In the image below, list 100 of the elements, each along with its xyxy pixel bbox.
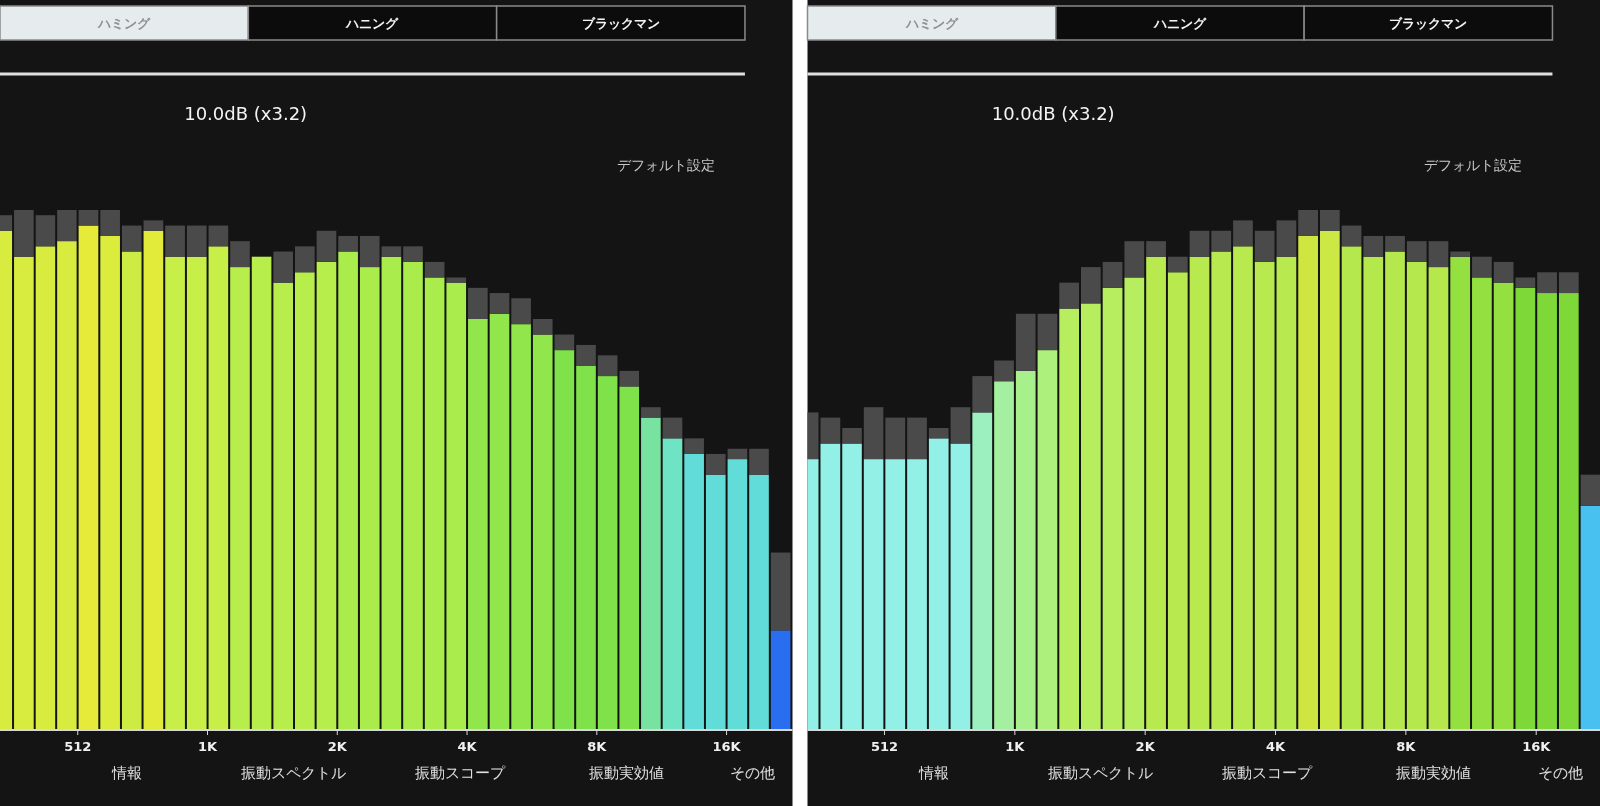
bar [972,376,993,413]
text: 10.0dB (x3.2) [184,103,308,124]
bar [1124,241,1145,278]
bar [1146,241,1166,257]
bar [143,230,164,729]
bar [1167,256,1188,273]
bar [121,251,142,729]
bar [316,230,337,262]
text: その他 [730,764,776,782]
bar [662,417,683,439]
text: ハミング [97,16,152,31]
bar [403,261,423,729]
bar [208,225,229,247]
bar [576,344,596,366]
bar [749,448,769,475]
bar [994,360,1014,382]
bar [186,256,207,729]
text: ハミング [904,16,959,31]
bar [972,412,993,729]
bar [1254,261,1275,729]
bar [100,210,120,236]
bar [597,376,618,729]
x-tick-label: 512 [870,739,899,754]
bar [165,256,185,729]
bar [1319,210,1340,231]
bar [842,427,862,444]
bar [1385,235,1405,252]
bar [950,443,971,729]
bar [727,459,748,729]
bar [381,256,402,729]
bar [165,225,185,257]
bar [994,381,1014,729]
bar [1189,230,1210,257]
bar [863,407,884,460]
bar [1515,277,1536,288]
bar [468,318,488,729]
bar [1276,256,1297,729]
bar [35,246,56,729]
text: 振動スコープ [414,764,506,782]
bar [1493,261,1514,283]
bar [1537,272,1557,294]
text: ブラックマン [1389,16,1468,31]
bar [1428,241,1449,268]
bar [684,453,704,729]
text: 情報 [110,764,142,782]
bar [381,246,402,257]
text: その他 [1537,764,1583,782]
bar [1102,287,1123,729]
bar [446,277,467,283]
bar [14,210,34,257]
text: 情報 [918,764,950,782]
bar [1450,251,1471,257]
bar [885,459,906,729]
text: ブラックマン [581,16,660,31]
bar [1406,261,1427,729]
bar [1580,474,1600,506]
x-tick-label: 2K [327,739,348,754]
bar [78,225,99,729]
bar [1428,267,1449,729]
bar [1211,251,1232,729]
bar [641,417,661,729]
bar [295,246,315,273]
bar [208,246,229,729]
bar [770,630,791,729]
bar [1472,277,1492,729]
bar [186,225,207,257]
text: デフォルト設定 [616,157,715,173]
bar [1233,220,1253,247]
bar [1319,230,1340,729]
bar [35,215,56,247]
bar [1167,272,1188,729]
x-tick-label: 16K [712,739,742,754]
bar [662,438,683,729]
bar [295,272,315,729]
bar [705,474,726,729]
bar [468,287,488,319]
bar [1081,267,1101,304]
bar [511,298,531,325]
x-tick-label: 4K [457,739,478,754]
text: 振動実効値 [588,764,664,782]
bar [1037,350,1058,729]
bar [863,459,884,729]
bar [424,261,445,278]
text: 10.0dB (x3.2) [991,103,1115,124]
text: ハニング [345,16,400,31]
text: 振動実効値 [1396,764,1472,782]
bar [424,277,445,729]
bar [251,256,272,729]
text: デフォルト設定 [1424,157,1523,173]
bar [1450,256,1471,729]
bar [1341,246,1362,729]
bar [1254,230,1275,262]
x-tick-label: 16K [1522,739,1552,754]
bar [1493,282,1514,729]
bar [1189,256,1210,729]
bar [842,443,862,729]
bar [143,220,164,231]
text: 振動スコープ [1222,764,1314,782]
bar [1059,308,1079,729]
text: ハニング [1152,16,1207,31]
